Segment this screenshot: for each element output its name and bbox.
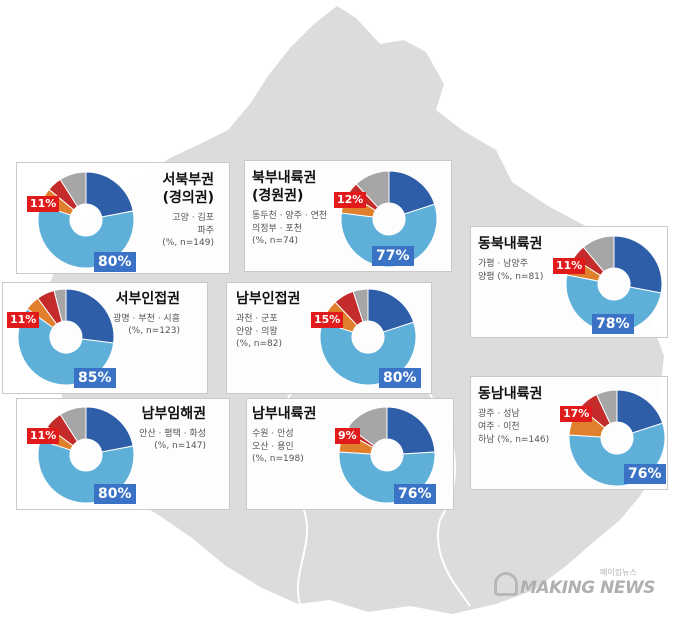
positive-total-label: 76%: [624, 464, 666, 484]
region-areas: 동두천 · 양주 · 연천: [252, 211, 328, 221]
region-areas: 광주 · 성남: [478, 409, 520, 419]
region-areas: 가평 · 남양주: [478, 259, 528, 269]
region-subtitle: (경의권): [162, 190, 214, 206]
region-title: 북부내륙권: [252, 170, 317, 186]
region-title: 남부내륙권: [252, 406, 317, 422]
sample-size: (%, n=82): [236, 339, 282, 349]
positive-total-label: 80%: [379, 368, 421, 388]
region-areas: 양평 (%, n=81): [478, 272, 544, 282]
positive-total-label: 78%: [592, 314, 634, 334]
watermark-korean: 메이킹뉴스: [600, 568, 637, 577]
watermark-text: MAKING NEWS: [520, 578, 656, 598]
region-areas: 하남 (%, n=146): [478, 435, 550, 445]
region-subtitle: (경원권): [252, 188, 304, 204]
region-title: 서북부권: [162, 172, 214, 188]
sample-size: (%, n=147): [154, 441, 206, 451]
negative-total-label: 12%: [334, 192, 367, 208]
region-title: 동북내륙권: [478, 236, 543, 252]
region-areas: 안양 · 의왕: [236, 327, 278, 337]
negative-total-label: 11%: [27, 428, 60, 444]
negative-total-label: 11%: [7, 312, 40, 328]
region-title: 남부임해권: [141, 406, 206, 422]
region-areas: 과천 · 군포: [236, 314, 278, 324]
positive-total-label: 76%: [394, 484, 436, 504]
sample-size: (%, n=74): [252, 236, 298, 246]
region-areas: 고양 · 김포: [172, 213, 214, 223]
region-areas: 오산 · 용인: [252, 442, 294, 452]
negative-total-label: 11%: [553, 258, 586, 274]
region-areas: 의정부 · 포천: [252, 224, 302, 234]
positive-total-label: 80%: [94, 484, 136, 504]
region-title: 남부인접권: [236, 291, 301, 307]
negative-total-label: 15%: [311, 312, 344, 328]
sample-size: (%, n=149): [162, 238, 214, 248]
positive-total-label: 80%: [94, 252, 136, 272]
positive-total-label: 85%: [74, 368, 116, 388]
region-areas: 여주 · 이천: [478, 422, 520, 432]
negative-total-label: 11%: [27, 196, 60, 212]
sample-size: (%, n=123): [128, 326, 180, 336]
negative-total-label: 9%: [335, 428, 360, 444]
region-areas: 파주: [197, 226, 214, 236]
region-areas: 수원 · 안성: [252, 429, 294, 439]
negative-total-label: 17%: [560, 406, 593, 422]
making-news-logo-icon: [494, 572, 518, 596]
sample-size: (%, n=198): [252, 454, 304, 464]
region-title: 동남내륙권: [478, 386, 543, 402]
positive-total-label: 77%: [372, 246, 414, 266]
region-areas: 광명 · 부천 · 시흥: [113, 314, 180, 324]
region-areas: 안산 · 평택 · 화성: [139, 429, 206, 439]
region-title: 서부인접권: [115, 291, 180, 307]
